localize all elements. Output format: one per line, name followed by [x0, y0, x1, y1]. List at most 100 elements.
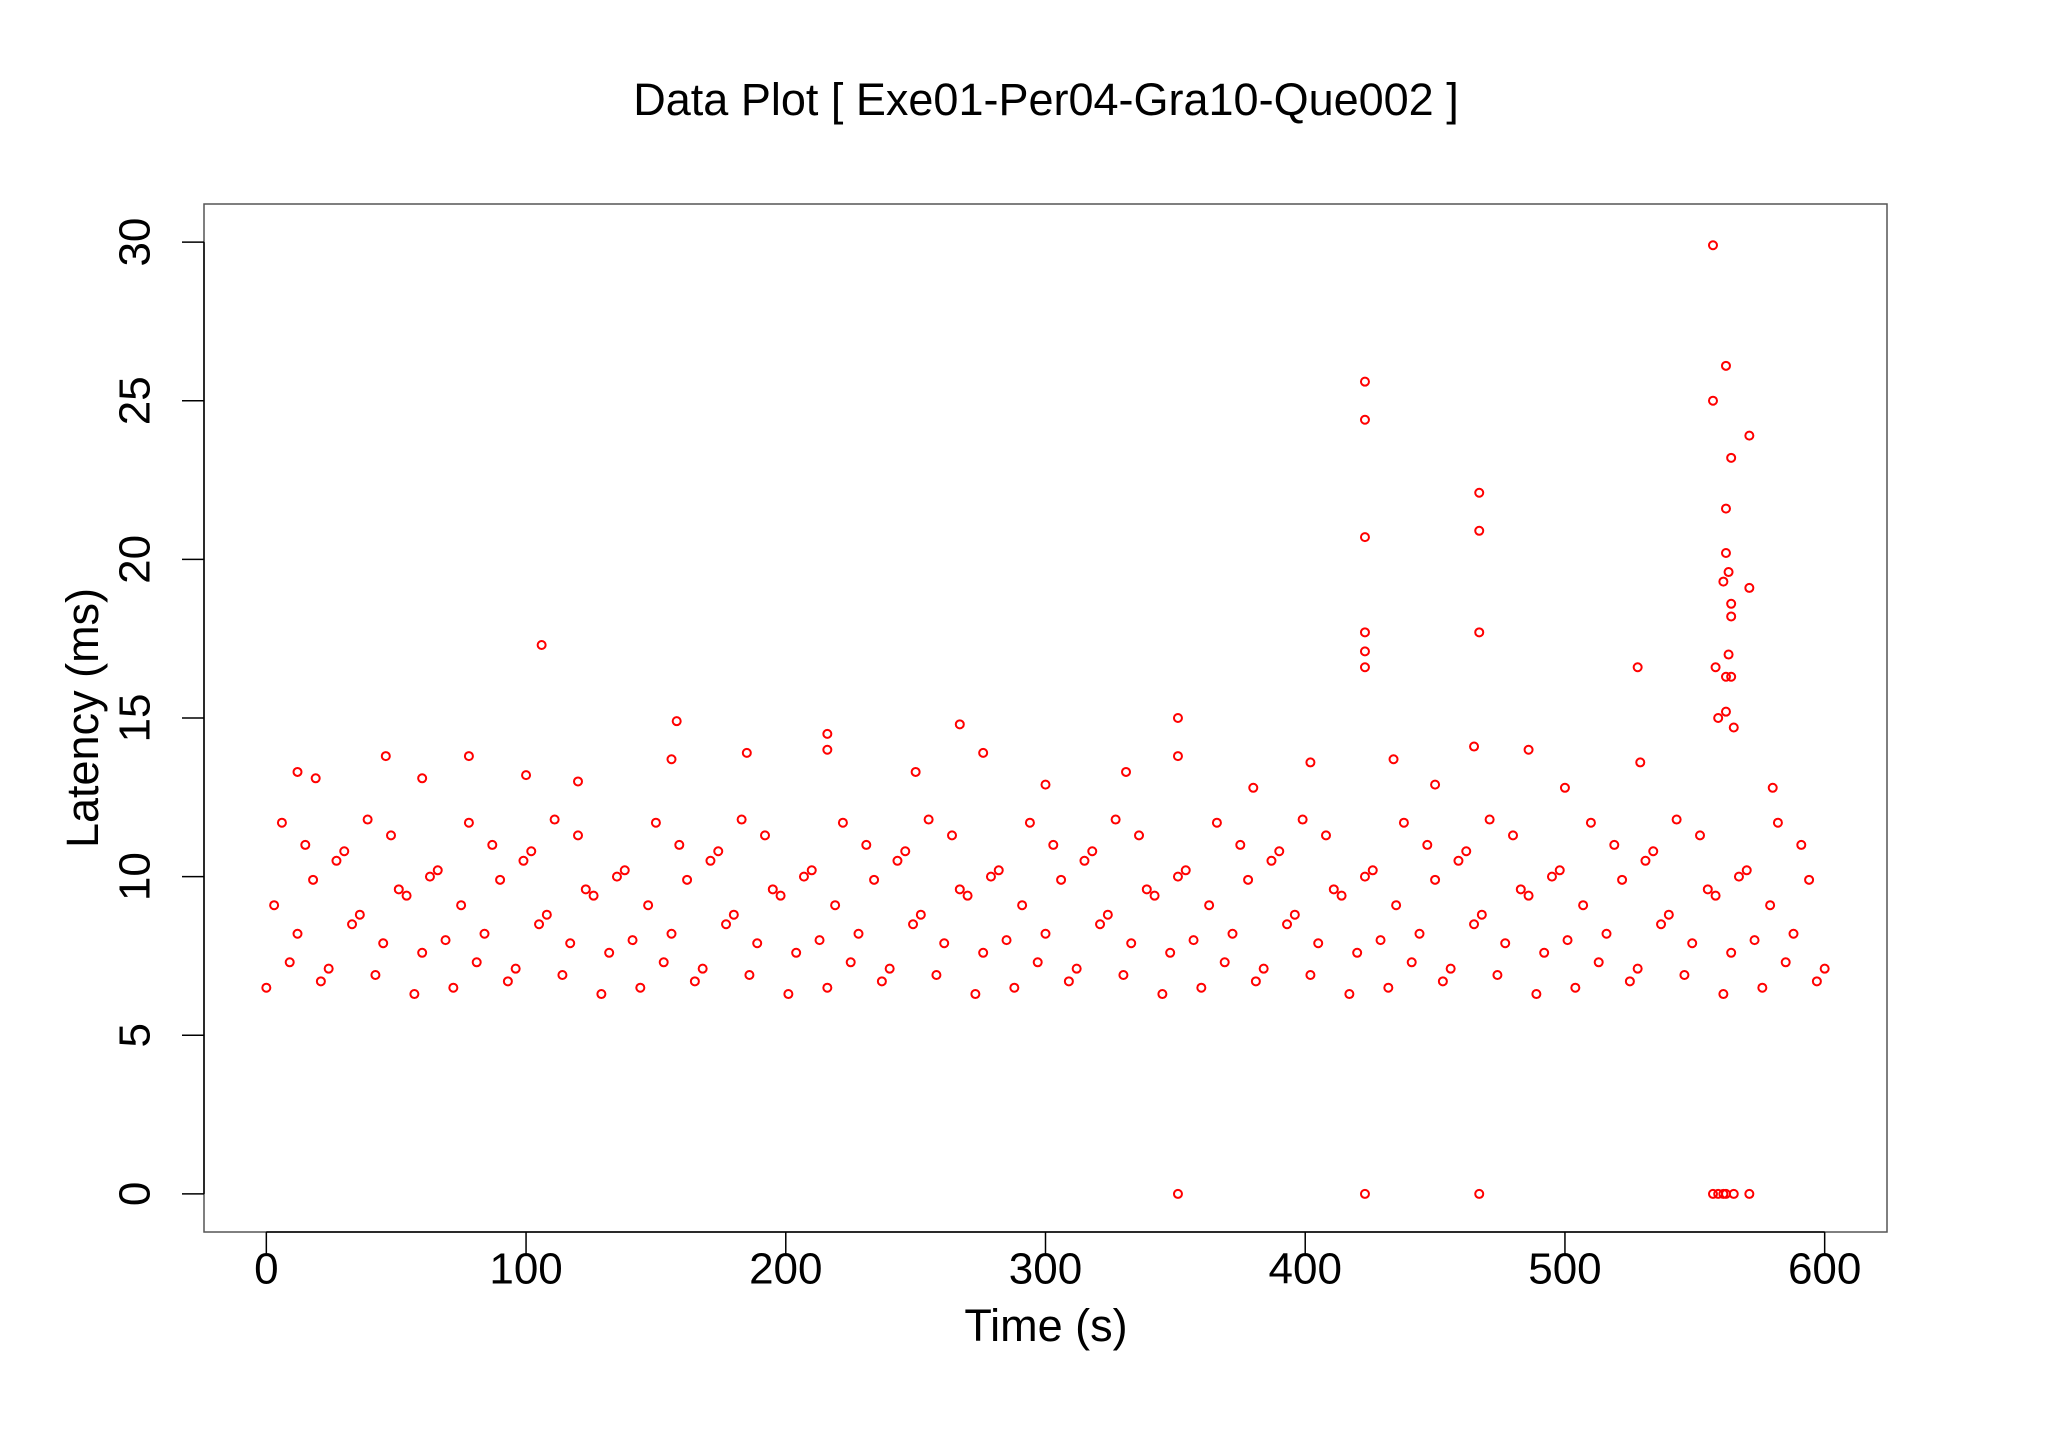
point [1248, 782, 1259, 793]
point [721, 919, 732, 930]
point [1375, 935, 1386, 946]
point [1539, 947, 1550, 958]
point [1383, 982, 1394, 993]
point [627, 935, 638, 946]
point [409, 989, 420, 1000]
point [1391, 900, 1402, 911]
point [1720, 548, 1731, 559]
point [741, 747, 752, 758]
point [1040, 928, 1051, 939]
point [869, 874, 880, 885]
point [362, 814, 373, 825]
point [767, 884, 778, 895]
point [643, 900, 654, 911]
point [518, 855, 529, 866]
point [978, 747, 989, 758]
point [1500, 938, 1511, 949]
point [939, 938, 950, 949]
point [1032, 957, 1043, 968]
point [1141, 884, 1152, 895]
y-tick-label: 0 [111, 1182, 160, 1206]
point [292, 766, 303, 777]
point [822, 744, 833, 755]
point [1733, 871, 1744, 882]
point [822, 728, 833, 739]
point [417, 773, 428, 784]
point [565, 938, 576, 949]
x-axis-label: Time (s) [964, 1300, 1127, 1351]
point [1663, 909, 1674, 920]
point [674, 839, 685, 850]
point [424, 871, 435, 882]
point [1702, 884, 1713, 895]
point [1804, 874, 1815, 885]
point [1282, 919, 1293, 930]
point [1492, 970, 1503, 980]
point [1274, 846, 1285, 857]
point [1172, 1188, 1183, 1199]
point [1102, 909, 1113, 920]
point [1578, 900, 1589, 911]
point [1474, 1188, 1485, 1199]
y-axis-label: Latency (ms) [57, 588, 108, 848]
point [1741, 865, 1752, 876]
point [923, 814, 934, 825]
point [783, 989, 794, 1000]
point [760, 830, 770, 841]
point [962, 890, 973, 901]
point [1453, 855, 1464, 866]
x-tick-label: 400 [1269, 1245, 1342, 1294]
point [611, 871, 622, 882]
point [798, 871, 809, 882]
point [1250, 976, 1261, 987]
point [596, 989, 607, 1000]
point [401, 890, 412, 901]
point [284, 957, 295, 968]
y-tick-label: 20 [111, 535, 160, 584]
point [1172, 871, 1183, 882]
point [1726, 671, 1737, 682]
point [1772, 817, 1783, 828]
point [791, 947, 802, 958]
point [1071, 963, 1082, 974]
point [1430, 779, 1441, 790]
point [1235, 839, 1246, 850]
point [521, 770, 532, 781]
point [1788, 928, 1799, 939]
point [1180, 865, 1191, 876]
y-tick-label: 30 [111, 218, 160, 267]
point [1414, 928, 1425, 939]
point [978, 947, 989, 958]
point [557, 970, 568, 980]
point [1707, 240, 1718, 251]
point [993, 865, 1004, 876]
point [1219, 957, 1230, 968]
point [915, 909, 926, 920]
point [775, 890, 786, 901]
point [1767, 782, 1778, 793]
point [1406, 957, 1417, 968]
point [1757, 982, 1768, 993]
point [1196, 982, 1207, 993]
point [292, 928, 303, 939]
point [1258, 963, 1269, 974]
point [1305, 970, 1316, 980]
point [347, 919, 358, 930]
x-tick-label: 0 [254, 1245, 278, 1294]
point [1134, 830, 1144, 841]
point [1744, 430, 1755, 441]
point [549, 814, 560, 825]
point [323, 963, 334, 974]
point [1609, 839, 1620, 850]
x-tick-label: 200 [749, 1245, 822, 1294]
point [1765, 900, 1776, 911]
point [861, 839, 872, 850]
point [471, 957, 482, 968]
point [1149, 890, 1160, 901]
point [1388, 754, 1399, 765]
point [300, 839, 311, 850]
point [1474, 487, 1485, 498]
point [822, 982, 833, 993]
point [380, 751, 391, 762]
point [1656, 919, 1667, 930]
